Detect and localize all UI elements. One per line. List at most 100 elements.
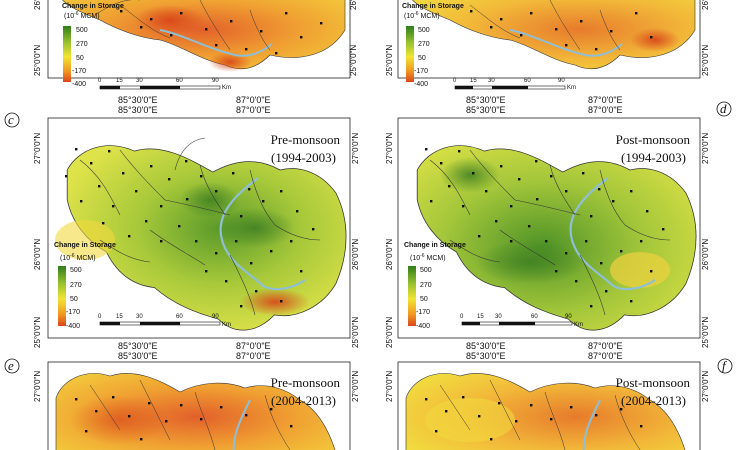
scale-tick: 0 bbox=[453, 78, 457, 84]
legend-value: 270 bbox=[418, 41, 430, 48]
scale-tick: 90 bbox=[558, 78, 565, 84]
scale-tick: 15 bbox=[116, 314, 123, 320]
lat-label: 27°0'0"N bbox=[351, 371, 360, 402]
lat-label: 25°0'0"N bbox=[701, 317, 710, 348]
map-panel-f: f Post-monsoon (2004-2013) 27°0'0"N 27°0… bbox=[385, 358, 733, 450]
legend-value: -400 bbox=[416, 323, 430, 330]
panel-label: f bbox=[722, 358, 728, 373]
map-panel-c: c bbox=[4, 112, 360, 361]
lat-label: 25°0'0"N bbox=[349, 45, 358, 76]
scalebar: 0 15 30 60 90 Km bbox=[98, 314, 231, 328]
lon-label: 85°30'0"E bbox=[118, 351, 158, 361]
legend-value: 270 bbox=[420, 282, 432, 289]
legend-unit: (10-6 MCM) bbox=[404, 11, 440, 20]
panel-period: (2004-2013) bbox=[271, 393, 336, 408]
lat-label: 27°0'0"N bbox=[33, 371, 42, 402]
lon-label: 85°30'0"E bbox=[118, 105, 158, 115]
scale-unit: Km bbox=[222, 322, 231, 328]
scale-unit: Km bbox=[222, 85, 231, 91]
district-boundaries bbox=[89, 379, 291, 450]
district-boundaries bbox=[79, 137, 321, 316]
lat-label: 25°0'0"N bbox=[385, 45, 394, 76]
scale-unit: Km bbox=[574, 322, 583, 328]
lat-label: 27°0'0"N bbox=[701, 371, 710, 402]
legend-value: 50 bbox=[76, 55, 84, 62]
river bbox=[582, 399, 601, 450]
panel-season: Pre-monsoon bbox=[271, 375, 341, 390]
lat-label: 26°0'0"N bbox=[701, 239, 710, 270]
legend-unit: (10-6 MCM) bbox=[64, 11, 100, 20]
lat-label: 26°0'0"N bbox=[385, 239, 394, 270]
scale-tick: 60 bbox=[531, 314, 538, 320]
scale-tick: 90 bbox=[212, 78, 219, 84]
lat-label: 25°0'0"N bbox=[33, 317, 42, 348]
scale-tick: 90 bbox=[565, 314, 572, 320]
legend-colorbar bbox=[58, 266, 66, 326]
legend-unit: (10-6 MCM) bbox=[60, 253, 96, 262]
panel-period: (2004-2013) bbox=[621, 393, 686, 408]
legend-title: Change in Storage bbox=[402, 3, 464, 10]
legend-value: -170 bbox=[414, 68, 428, 75]
lon-label: 87°0'0"E bbox=[236, 95, 271, 105]
legend-value: 500 bbox=[418, 27, 430, 34]
scale-unit: Km bbox=[567, 85, 576, 91]
panel-season: Post-monsoon bbox=[616, 132, 691, 147]
lat-label: 25°0'0"N bbox=[701, 45, 710, 76]
panel-label: d bbox=[720, 101, 727, 116]
district-boundaries bbox=[429, 149, 671, 316]
lat-label: 27°0'0"N bbox=[351, 133, 360, 164]
legend-value: -170 bbox=[416, 309, 430, 316]
lat-label: 26°0'0"N bbox=[33, 0, 42, 10]
observation-wells bbox=[65, 148, 315, 308]
scale-tick: 60 bbox=[176, 314, 183, 320]
lat-label: 26°0'0"N bbox=[33, 239, 42, 270]
lat-label: 27°0'0"N bbox=[385, 133, 394, 164]
scale-tick: 30 bbox=[136, 78, 143, 84]
observation-wells bbox=[425, 396, 643, 441]
lat-label: 26°0'0"N bbox=[701, 0, 710, 10]
scale-tick: 60 bbox=[176, 78, 183, 84]
scale-tick: 15 bbox=[470, 78, 477, 84]
legend-colorbar bbox=[63, 26, 71, 82]
map-panel-top-right: Change in Storage (10-6 MCM) 500 270 50 … bbox=[385, 0, 732, 117]
map-panel-top-left: Change in Storage (10-6 MCM) 500 270 50 … bbox=[33, 0, 358, 115]
observation-wells bbox=[120, 10, 323, 55]
lon-label: 85°30'0"E bbox=[466, 341, 506, 351]
legend-colorbar bbox=[406, 26, 414, 82]
scale-tick: 0 bbox=[460, 314, 464, 320]
legend-value: -400 bbox=[72, 81, 86, 88]
observation-wells bbox=[470, 10, 653, 51]
legend-value: 50 bbox=[418, 55, 426, 62]
map-panel-d: Post-monsoon (1994-2003) Change in Stora… bbox=[385, 117, 710, 361]
panel-period: (1994-2003) bbox=[271, 150, 336, 165]
lon-label: 87°0'0"E bbox=[588, 95, 623, 105]
legend-value: 500 bbox=[76, 27, 88, 34]
lon-label: 85°30'0"E bbox=[466, 351, 506, 361]
scalebar: 0 15 30 60 90 Km bbox=[453, 78, 576, 91]
scale-tick: 30 bbox=[488, 78, 495, 84]
lon-label: 87°0'0"E bbox=[236, 105, 271, 115]
lon-label: 85°30'0"E bbox=[118, 95, 158, 105]
lat-label: 26°0'0"N bbox=[351, 239, 360, 270]
legend-value: 270 bbox=[70, 282, 82, 289]
lon-label: 87°0'0"E bbox=[236, 341, 271, 351]
legend-value: 500 bbox=[70, 267, 82, 274]
lon-label: 87°0'0"E bbox=[588, 341, 623, 351]
legend-value: 270 bbox=[76, 41, 88, 48]
river bbox=[219, 177, 306, 291]
scale-tick: 90 bbox=[212, 314, 219, 320]
panel-label: e bbox=[8, 358, 14, 373]
legend-title: Change in Storage bbox=[54, 242, 116, 249]
panel-label: c bbox=[8, 112, 14, 127]
river bbox=[569, 177, 656, 291]
district-boundaries bbox=[469, 0, 621, 51]
lon-label: 85°30'0"E bbox=[466, 105, 506, 115]
scale-tick: 0 bbox=[98, 78, 102, 84]
lat-label: 26°0'0"N bbox=[349, 0, 358, 10]
scale-tick: 60 bbox=[524, 78, 531, 84]
river bbox=[232, 399, 251, 450]
scale-tick: 0 bbox=[98, 314, 102, 320]
scale-tick: 15 bbox=[477, 314, 484, 320]
basin-shape bbox=[411, 0, 696, 70]
